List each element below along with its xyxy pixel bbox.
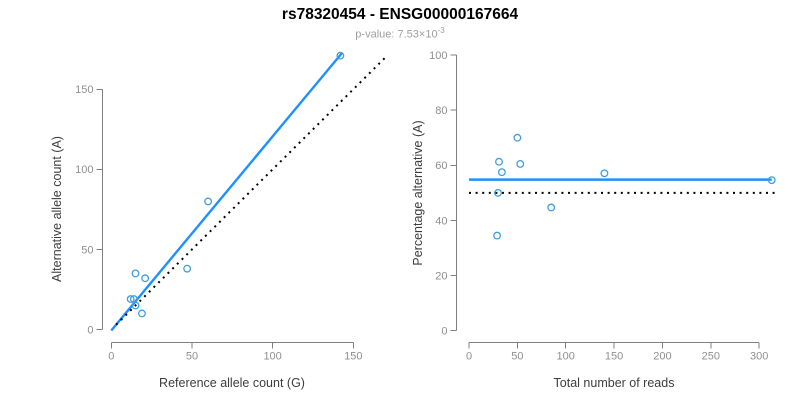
data-point [495, 157, 503, 166]
page-title: rs78320454 - ENSG00000167664 [281, 6, 519, 23]
data-point [126, 295, 135, 304]
x-tick-label: 0 [466, 351, 472, 363]
y-tick-label: 50 [81, 244, 93, 256]
data-point [336, 51, 345, 60]
x-tick-label: 300 [750, 351, 768, 363]
y-tick-label: 20 [435, 270, 447, 282]
y-tick-label: 100 [429, 50, 447, 62]
x-tick-label: 200 [653, 351, 671, 363]
y-tick-label: 80 [435, 105, 447, 117]
y-tick-label: 0 [87, 324, 93, 336]
data-points [493, 133, 776, 240]
data-point [600, 169, 609, 178]
right-x-axis-title: Total number of reads [553, 376, 675, 390]
x-tick-label: 250 [702, 351, 720, 363]
data-point [513, 133, 522, 142]
data-points [126, 51, 345, 318]
data-point [494, 188, 502, 197]
data-point [141, 274, 150, 283]
y-tick-label: 0 [441, 326, 447, 338]
x-tick-label: 150 [344, 351, 362, 363]
data-point [493, 231, 501, 240]
data-point [183, 264, 192, 273]
data-point [129, 295, 138, 304]
pvalue-subtitle: p-value: 7.53×10-3 [0, 26, 800, 41]
right-plot: 0 20 40 60 80 100 0 50 100 150 200 250 300 [429, 50, 777, 363]
left-y-axis-title: Alternative allele count (A) [50, 136, 64, 282]
left-x-axis-title: Reference allele count (G) [159, 376, 305, 390]
pvalue-exponent: -3 [437, 26, 445, 35]
x-tick-label: 100 [263, 351, 281, 363]
y-tick-label: 100 [75, 164, 93, 176]
fit-line [110, 52, 343, 332]
data-point [131, 269, 140, 278]
tick-labels: 0 50 100 150 0 50 100 150 [75, 84, 362, 362]
data-point [516, 159, 525, 168]
data-point [204, 197, 213, 206]
axes [96, 88, 354, 349]
y-tick-label: 40 [435, 215, 447, 227]
x-tick-label: 0 [108, 351, 114, 363]
x-tick-label: 50 [511, 351, 523, 363]
data-point [767, 176, 776, 185]
data-point [138, 309, 146, 318]
pvalue-text: p-value: 7.53×10 [355, 28, 438, 41]
data-point [497, 168, 506, 177]
x-tick-label: 150 [605, 351, 623, 363]
left-plot: 0 50 100 150 0 50 100 150 [75, 51, 388, 363]
tick-labels: 0 20 40 60 80 100 0 50 100 150 200 250 300 [429, 50, 768, 363]
x-tick-label: 100 [557, 351, 575, 363]
y-tick-label: 60 [435, 160, 447, 172]
data-point [547, 203, 556, 212]
right-y-axis-title: Percentage alternative (A) [411, 120, 425, 266]
axes [450, 54, 760, 349]
y-tick-label: 150 [75, 84, 93, 96]
identity-line [115, 54, 388, 326]
x-tick-label: 50 [186, 351, 198, 363]
